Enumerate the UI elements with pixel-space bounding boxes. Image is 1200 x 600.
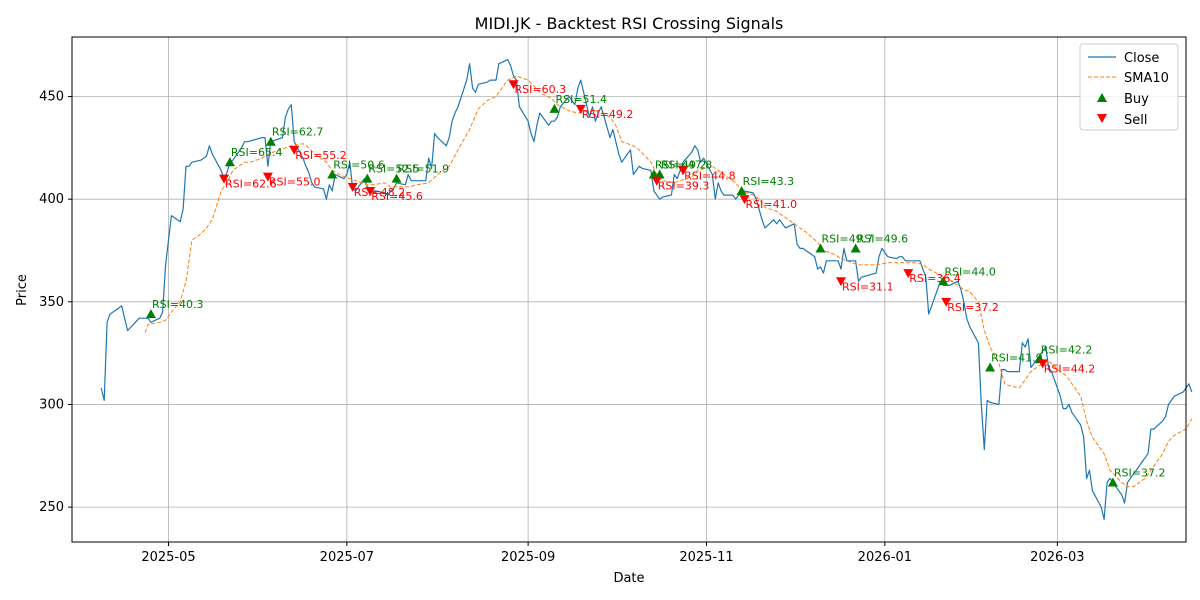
legend-close-label: Close xyxy=(1124,51,1159,66)
buy-signal-label: RSI=65.4 xyxy=(231,146,283,159)
sell-signal-label: RSI=31.1 xyxy=(842,280,894,293)
buy-signal-label: RSI=44.0 xyxy=(944,265,996,278)
sell-signal-marker xyxy=(678,166,689,176)
buy-signal-marker xyxy=(265,136,276,146)
legend-box xyxy=(1079,43,1179,131)
sell-signal-label: RSI=49.2 xyxy=(582,108,634,121)
y-tick-label: 250 xyxy=(39,500,64,515)
sell-signal-label: RSI=37.2 xyxy=(947,301,999,314)
buy-signal-marker xyxy=(850,243,861,253)
buy-signal-marker xyxy=(145,309,156,319)
buy-signal-label: RSI=51.4 xyxy=(555,93,607,106)
legend: Close SMA10 Buy Sell xyxy=(1079,43,1179,131)
buy-signal-label: RSI=51.9 xyxy=(398,163,450,176)
buy-signal-marker xyxy=(391,173,402,183)
sell-signal-label: RSI=55.2 xyxy=(295,149,347,162)
sell-signal-label: RSI=39.3 xyxy=(658,180,710,193)
buy-signal-label: RSI=40.3 xyxy=(152,298,204,311)
sell-signal-marker xyxy=(739,195,750,205)
buy-signal-marker xyxy=(327,169,338,179)
sell-signal-label: RSI=55.0 xyxy=(269,176,321,189)
sell-signal-label: RSI=62.6 xyxy=(225,178,277,191)
sell-signal-marker xyxy=(347,182,358,192)
y-tick-label: 300 xyxy=(39,397,64,412)
buy-signal-marker xyxy=(654,169,665,179)
sell-signal-label: RSI=44.2 xyxy=(1044,362,1096,375)
y-axis-label: Price xyxy=(15,274,30,306)
sell-signal-label: RSI=44.8 xyxy=(684,169,736,182)
sell-signal-marker xyxy=(289,145,300,155)
buy-signal-label: RSI=41.9 xyxy=(991,352,1043,365)
buy-signal-marker xyxy=(736,185,747,195)
buy-signal-marker xyxy=(224,157,235,167)
x-tick-label: 2026-03 xyxy=(1030,550,1084,565)
buy-signal-marker xyxy=(362,173,373,183)
sell-signal-label: RSI=60.3 xyxy=(515,83,567,96)
buy-signal-label: RSI=49.6 xyxy=(857,232,909,245)
sell-signal-marker xyxy=(575,104,586,114)
x-tick-label: 2025-11 xyxy=(679,550,733,565)
sell-signal-marker xyxy=(219,174,230,184)
sell-signal-label: RSI=41.0 xyxy=(745,198,797,211)
x-tick-label: 2025-09 xyxy=(501,550,555,565)
y-tick-label: 450 xyxy=(39,90,64,105)
y-tick-label: 350 xyxy=(39,295,64,310)
plot-area: RSI=40.3 RSI=65.4 RSI=62.7 RSI=50.6RSI=52.5… xyxy=(100,58,1193,521)
legend-buy-marker xyxy=(1097,93,1107,102)
buy-signal-label: RSI=49.2 xyxy=(655,159,707,172)
x-tick-label: 2025-07 xyxy=(320,550,374,565)
buy-signal-label: RSI=49.7 xyxy=(822,232,874,245)
x-tick-label: 2025-05 xyxy=(141,550,195,565)
y-tick-label: 400 xyxy=(39,192,64,207)
buy-signal-label: RSI=50.6 xyxy=(333,159,385,172)
buy-signal-label: RSI=37.2 xyxy=(1114,466,1166,479)
sell-signal-marker xyxy=(1037,359,1048,369)
chart-title: MIDI.JK - Backtest RSI Crossing Signals xyxy=(475,14,784,33)
sell-signal-marker xyxy=(941,297,952,307)
buy-signal-label: RSI=42.2 xyxy=(1041,343,1093,356)
sell-signal-marker xyxy=(262,172,273,182)
legend-sell-label: Sell xyxy=(1124,113,1147,128)
sell-signal-marker xyxy=(508,80,519,90)
series-line-sma10 xyxy=(144,75,1193,488)
buy-signal-marker xyxy=(938,276,949,286)
sell-signal-marker xyxy=(365,186,376,196)
sell-signal-label: RSI=45.6 xyxy=(371,190,423,203)
buy-signal-label: RSI=43.3 xyxy=(743,175,795,188)
buy-signal-marker xyxy=(985,362,996,372)
sell-signal-marker xyxy=(835,277,846,287)
buy-signal-marker xyxy=(1107,477,1118,487)
buy-signal-marker xyxy=(815,243,826,253)
x-axis-label: Date xyxy=(613,571,644,586)
legend-sell-marker xyxy=(1097,114,1107,123)
axes: 250 300 350 400 450 2025-05 2025-07 2025-09 2025… xyxy=(39,90,1084,565)
sell-signal-marker xyxy=(651,176,662,186)
legend-buy-label: Buy xyxy=(1124,92,1149,107)
buy-signal-marker xyxy=(549,103,560,113)
buy-signal-label: RSI=62.7 xyxy=(272,126,324,139)
series-line-close xyxy=(100,58,1193,521)
sell-signal-marker xyxy=(903,269,914,279)
buy-signal-label: RSI=47.8 xyxy=(661,159,713,172)
plot-frame xyxy=(71,36,1187,543)
sell-signal-label: RSI=36.4 xyxy=(909,272,961,285)
x-tick-label: 2026-01 xyxy=(858,550,912,565)
buy-signal-label: RSI=52.5 xyxy=(368,163,420,176)
legend-sma10-label: SMA10 xyxy=(1124,71,1169,86)
